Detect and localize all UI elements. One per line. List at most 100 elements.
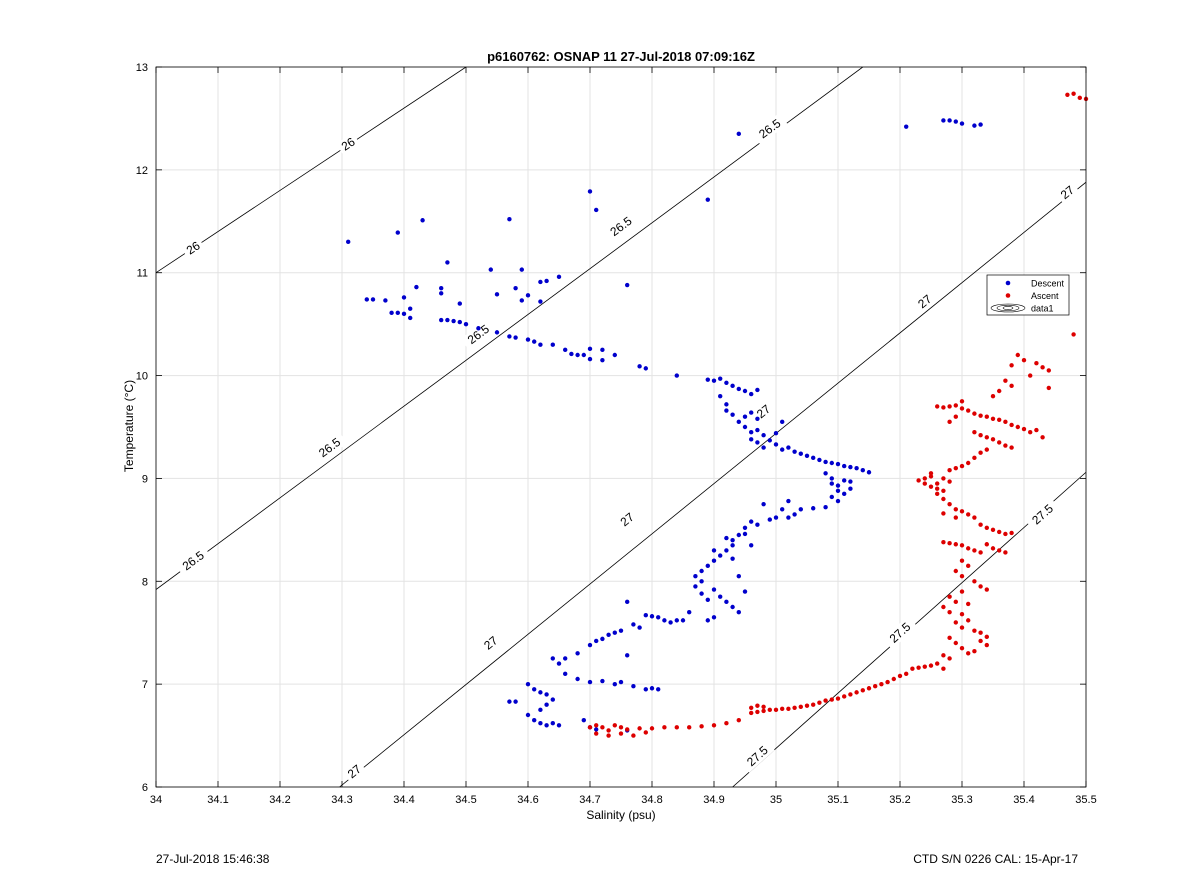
ascent-point [674, 725, 679, 730]
ascent-point [959, 625, 965, 630]
descent-point [842, 478, 847, 483]
contour-label: 27.5 [1025, 497, 1060, 531]
y-tick-label: 13 [136, 62, 148, 74]
ascent-point [928, 484, 934, 489]
ascent-point [1028, 373, 1033, 378]
contour-label: 26.5 [175, 544, 212, 577]
descent-point [792, 449, 797, 454]
ascent-point [798, 704, 803, 709]
descent-point [625, 653, 630, 658]
ascent-point [972, 649, 977, 654]
descent-point [730, 412, 735, 417]
descent-point [718, 553, 723, 558]
ascent-point [780, 706, 785, 712]
descent-point [532, 687, 537, 692]
ascent-point [953, 599, 958, 605]
x-tick-label: 34 [150, 794, 162, 806]
ascent-point [959, 543, 965, 548]
ascent-point [978, 584, 983, 589]
x-tick-label: 35.3 [951, 794, 972, 806]
ascent-point [947, 635, 952, 641]
series-ascent [587, 91, 1089, 738]
series-descent [346, 118, 983, 733]
descent-point [618, 628, 624, 633]
descent-point [457, 301, 462, 306]
ascent-point [594, 731, 599, 736]
ascent-point [947, 404, 952, 409]
ascent-point [724, 721, 729, 726]
ascent-point [947, 541, 952, 546]
descent-point [972, 123, 977, 128]
ascent-point [606, 728, 611, 733]
ascent-point [835, 696, 841, 701]
plot-area-frame [155, 66, 1087, 788]
descent-point [525, 337, 531, 342]
ascent-point [972, 429, 977, 435]
ascent-point [947, 479, 952, 484]
ascent-point [941, 653, 946, 658]
descent-point [749, 410, 754, 415]
descent-point [829, 494, 834, 500]
ascent-point [935, 491, 940, 497]
ascent-point [829, 697, 834, 702]
ascent-point [953, 568, 958, 574]
descent-point [389, 310, 394, 316]
contour-label: 27.5 [740, 739, 775, 773]
ascent-point [997, 440, 1002, 445]
legend: Descent Ascent data1 [986, 274, 1070, 316]
ascent-point [1046, 368, 1052, 373]
descent-point [835, 483, 841, 488]
ascent-point [966, 460, 971, 466]
ascent-point [959, 406, 965, 411]
descent-point [749, 543, 754, 548]
ascent-point [972, 548, 977, 553]
descent-point [749, 391, 754, 397]
ascent-point [984, 542, 989, 547]
descent-point [773, 515, 779, 520]
descent-point [749, 519, 754, 524]
legend-label: Ascent [1031, 291, 1059, 301]
descent-point [408, 306, 413, 311]
ascent-point [916, 478, 921, 483]
descent-point [476, 326, 481, 331]
ascent-point [904, 671, 909, 677]
ascent-point [1028, 429, 1033, 435]
descent-point [705, 563, 710, 569]
descent-point [587, 356, 593, 362]
descent-point [705, 618, 710, 623]
ascent-point [1040, 365, 1045, 370]
descent-point [680, 618, 686, 623]
ascent-point [978, 413, 983, 418]
descent-point [724, 380, 729, 385]
ascent-point [984, 642, 989, 648]
ascent-point [792, 705, 797, 710]
ascent-point [755, 703, 760, 708]
descent-point [544, 278, 549, 284]
descent-point [656, 615, 661, 620]
descent-point [742, 525, 748, 530]
descent-point [513, 285, 518, 291]
ascent-point [984, 447, 989, 452]
descent-point [674, 618, 679, 623]
ascent-point [631, 733, 636, 738]
x-tick-label: 34.6 [517, 794, 538, 806]
ascent-point [879, 681, 884, 687]
descent-point [550, 721, 555, 726]
descent-point [544, 692, 549, 697]
ascent-point [941, 540, 946, 545]
descent-point [823, 505, 828, 510]
x-tick-label: 35.4 [1013, 794, 1034, 806]
ascent-point [618, 731, 624, 736]
ascent-point [947, 594, 952, 599]
x-tick-label: 34.4 [393, 794, 414, 806]
descent-point [643, 366, 648, 371]
ascent-point [606, 733, 611, 738]
density-contours: 262626.526.526.526.526.527272727272727.5… [156, 67, 1086, 787]
descent-point [742, 414, 748, 419]
descent-point [829, 460, 834, 466]
descent-point [587, 346, 593, 352]
ascent-point [984, 587, 989, 592]
ascent-point [966, 408, 971, 413]
x-tick-label: 34.1 [207, 794, 228, 806]
footer-timestamp: 27-Jul-2018 15:46:38 [156, 852, 270, 866]
